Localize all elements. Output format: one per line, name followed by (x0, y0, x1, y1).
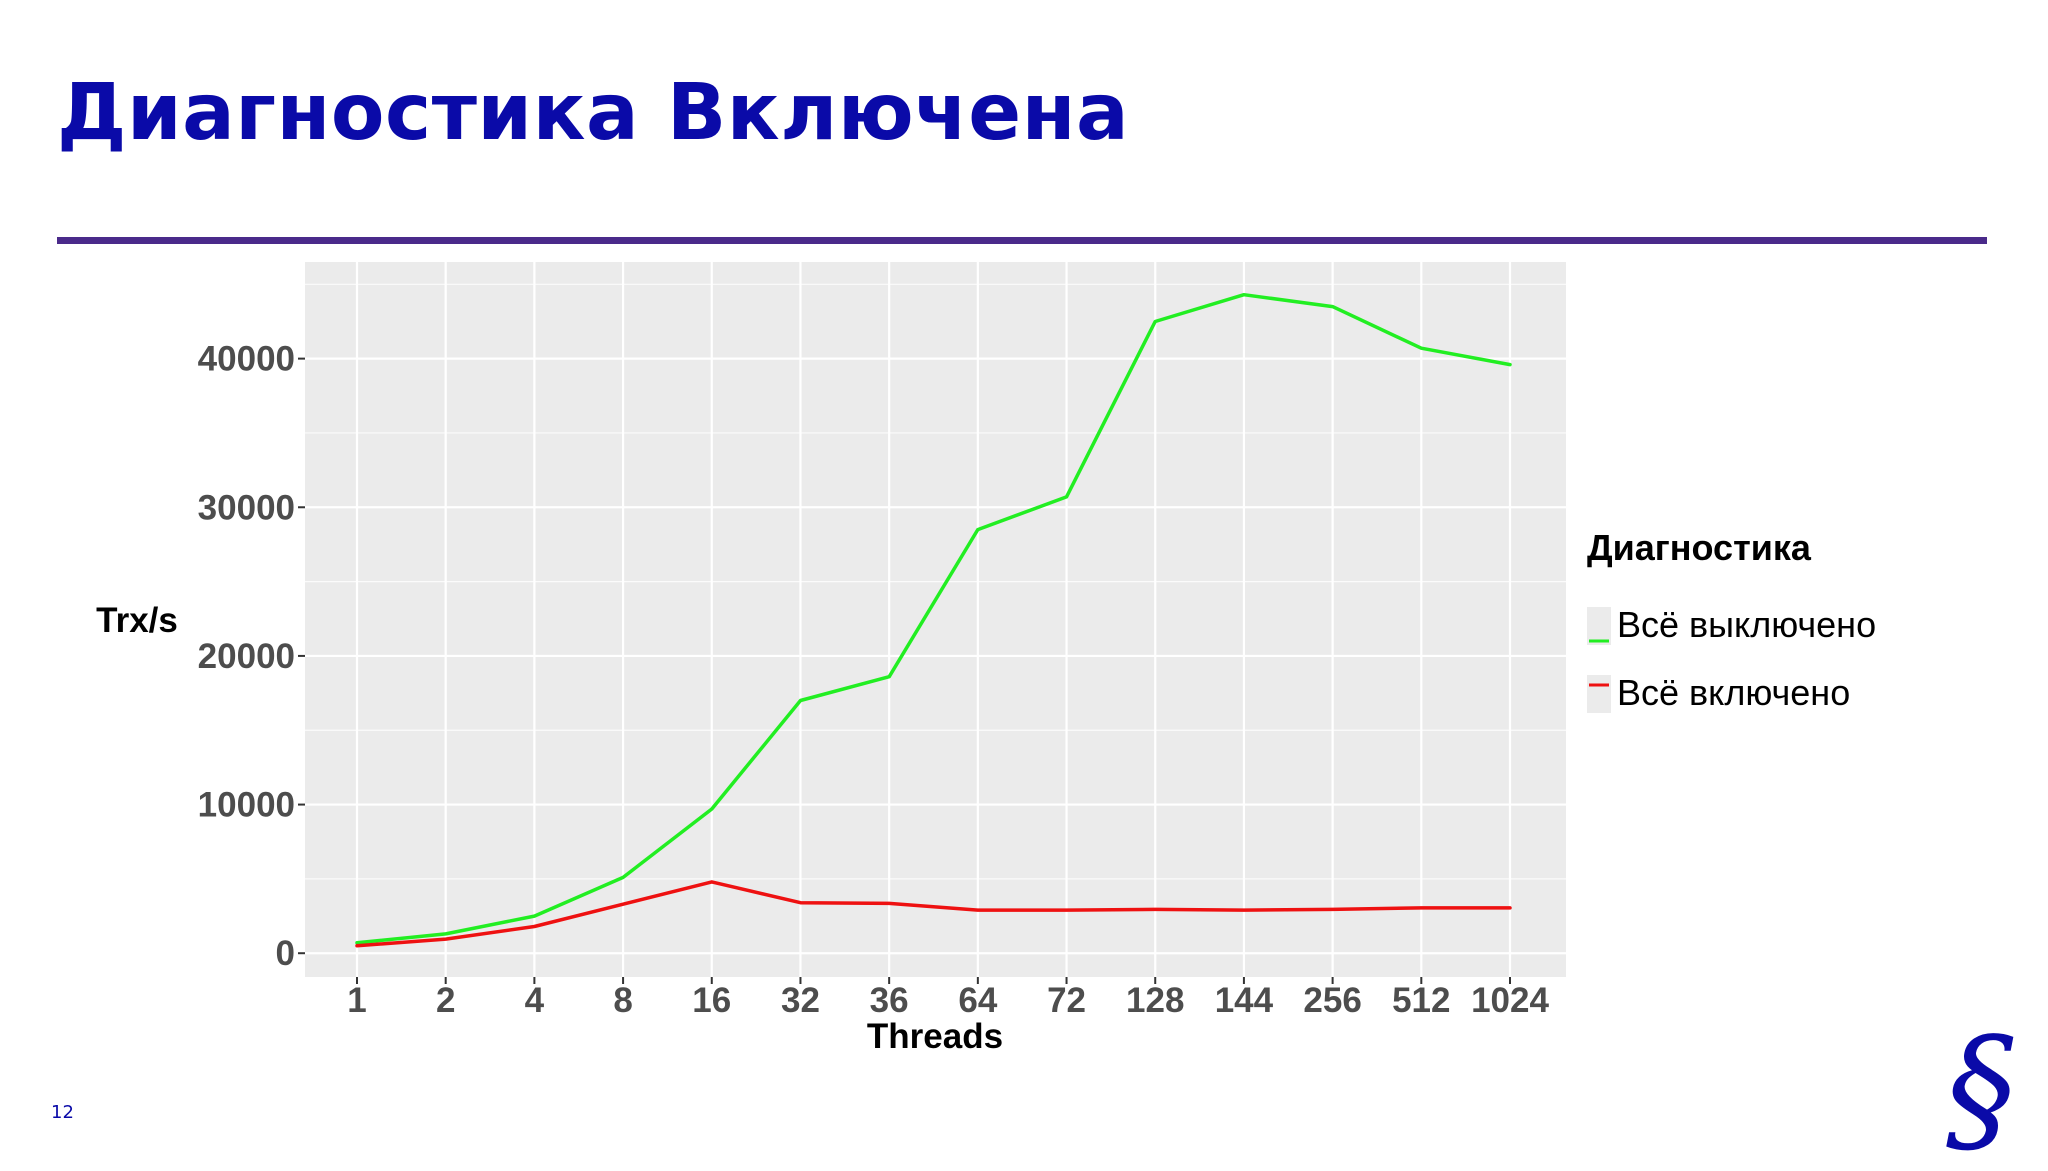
x-tick-label: 16 (692, 981, 731, 1020)
plot-panel (305, 262, 1566, 977)
slide-number: 12 (51, 1102, 74, 1123)
legend-label: Всё включено (1617, 672, 1850, 713)
x-tick-label: 4 (525, 981, 545, 1020)
x-tick-label: 32 (781, 981, 820, 1020)
x-tick-label: 256 (1303, 981, 1361, 1020)
x-tick-label: 64 (958, 981, 997, 1020)
title-divider (57, 237, 1987, 244)
x-tick-label: 1 (347, 981, 366, 1020)
y-tick-label: 40000 (198, 340, 295, 379)
y-axis-title: Trx/s (96, 601, 178, 640)
minor-gridlines (305, 283, 1566, 880)
legend-key (1587, 675, 1611, 713)
series-lines (355, 292, 1512, 948)
series-line-all-on (355, 880, 1512, 948)
x-axis: 1 2 4 8 16 32 36 64 72 128 144 256 512 1024 (347, 977, 1549, 1020)
x-axis-title: Threads (867, 1017, 1003, 1056)
x-tick-label: 36 (870, 981, 909, 1020)
y-tick-label: 20000 (198, 637, 295, 676)
x-tick-label: 144 (1215, 981, 1274, 1020)
legend-key (1587, 607, 1611, 645)
major-gridlines (305, 262, 1566, 977)
y-tick-label: 0 (276, 934, 295, 973)
x-tick-label: 72 (1047, 981, 1086, 1020)
x-tick-label: 1024 (1471, 981, 1549, 1020)
x-tick-label: 8 (613, 981, 632, 1020)
slide-title: Диагностика Включена (57, 68, 1130, 158)
y-axis: 0 10000 20000 30000 40000 (198, 340, 305, 973)
x-tick-label: 2 (436, 981, 455, 1020)
legend-title: Диагностика (1587, 527, 1812, 568)
legend: Диагностика Всё выключено Всё включено (1587, 527, 1876, 713)
section-logo-icon: § (1946, 1008, 2016, 1171)
y-tick-label: 30000 (198, 488, 295, 527)
series-line-all-off (355, 292, 1512, 945)
legend-label: Всё выключено (1617, 604, 1876, 645)
x-tick-label: 512 (1392, 981, 1450, 1020)
y-tick-label: 10000 (198, 786, 295, 825)
x-tick-label: 128 (1126, 981, 1184, 1020)
